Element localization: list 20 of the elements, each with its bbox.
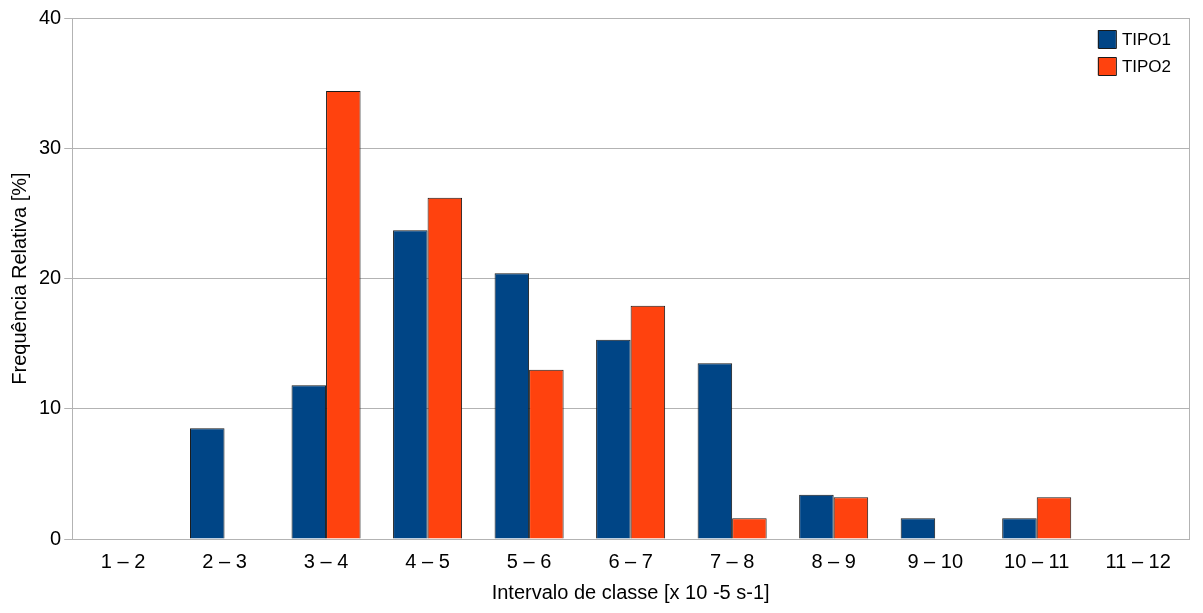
x-tick-label: 11 – 12: [1105, 549, 1171, 572]
x-tick-label: 3 – 4: [303, 549, 349, 572]
x-tick-label: 8 – 9: [811, 549, 856, 572]
x-tick-label: 6 – 7: [608, 549, 653, 572]
x-axis-title: Intervalo de classe [x 10 -5 s-1]: [491, 580, 770, 603]
y-tick-label: 30: [39, 135, 62, 158]
y-tick-label: 40: [39, 5, 62, 28]
x-tick-label: 2 – 3: [202, 549, 247, 572]
x-tick-label: 1 – 2: [100, 549, 146, 572]
x-tick-label: 4 – 5: [405, 549, 450, 572]
x-tick-label: 5 – 6: [506, 549, 552, 572]
x-tick-label: 9 – 10: [907, 549, 963, 572]
legend-label: TIPO1: [1121, 29, 1171, 49]
y-tick-label: 10: [39, 396, 62, 419]
legend-label: TIPO2: [1121, 56, 1171, 76]
y-axis-title: Frequência Relativa [%]: [7, 172, 30, 385]
y-tick-label: 0: [50, 526, 62, 549]
x-tick-label: 10 – 11: [1004, 549, 1070, 572]
y-tick-label: 20: [39, 266, 62, 289]
x-tick-label: 7 – 8: [709, 549, 755, 572]
